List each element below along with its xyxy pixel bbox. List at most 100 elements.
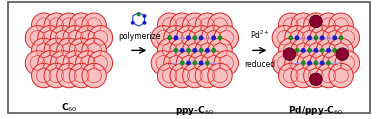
Circle shape bbox=[304, 38, 328, 63]
Circle shape bbox=[208, 63, 232, 88]
Circle shape bbox=[211, 35, 216, 40]
Circle shape bbox=[279, 63, 303, 88]
Circle shape bbox=[307, 61, 312, 65]
Circle shape bbox=[322, 51, 347, 75]
Circle shape bbox=[313, 35, 318, 40]
Circle shape bbox=[164, 51, 188, 75]
Circle shape bbox=[310, 73, 322, 86]
Circle shape bbox=[88, 51, 113, 75]
Circle shape bbox=[326, 48, 331, 53]
Circle shape bbox=[279, 38, 303, 63]
Circle shape bbox=[199, 48, 203, 53]
Circle shape bbox=[310, 15, 322, 28]
Circle shape bbox=[63, 51, 87, 75]
Circle shape bbox=[199, 61, 203, 65]
Circle shape bbox=[291, 38, 316, 63]
Circle shape bbox=[304, 63, 328, 88]
Circle shape bbox=[335, 51, 359, 75]
Text: Pd$^{2+}$: Pd$^{2+}$ bbox=[250, 28, 270, 41]
Circle shape bbox=[69, 63, 94, 88]
Circle shape bbox=[332, 35, 337, 40]
Circle shape bbox=[205, 61, 210, 65]
Circle shape bbox=[288, 35, 293, 40]
Circle shape bbox=[82, 63, 106, 88]
Circle shape bbox=[272, 26, 297, 50]
Circle shape bbox=[313, 48, 318, 53]
Circle shape bbox=[326, 61, 331, 65]
Circle shape bbox=[176, 26, 201, 50]
Circle shape bbox=[336, 48, 349, 60]
Circle shape bbox=[186, 61, 191, 65]
Circle shape bbox=[329, 38, 353, 63]
Circle shape bbox=[183, 13, 207, 37]
Circle shape bbox=[316, 63, 341, 88]
Circle shape bbox=[76, 26, 100, 50]
Circle shape bbox=[157, 38, 182, 63]
Circle shape bbox=[301, 61, 306, 65]
Circle shape bbox=[50, 26, 75, 50]
Circle shape bbox=[183, 63, 207, 88]
Circle shape bbox=[82, 13, 106, 37]
Circle shape bbox=[69, 38, 94, 63]
Circle shape bbox=[82, 38, 106, 63]
Circle shape bbox=[189, 51, 213, 75]
Circle shape bbox=[201, 51, 226, 75]
Circle shape bbox=[151, 26, 175, 50]
Circle shape bbox=[183, 38, 207, 63]
Circle shape bbox=[38, 26, 62, 50]
Circle shape bbox=[283, 48, 296, 60]
Circle shape bbox=[192, 35, 197, 40]
Circle shape bbox=[167, 35, 172, 40]
Circle shape bbox=[38, 51, 62, 75]
Circle shape bbox=[205, 48, 210, 53]
Circle shape bbox=[335, 26, 359, 50]
Circle shape bbox=[44, 38, 68, 63]
Circle shape bbox=[164, 26, 188, 50]
Circle shape bbox=[291, 63, 316, 88]
Circle shape bbox=[186, 48, 191, 53]
Circle shape bbox=[25, 26, 50, 50]
Circle shape bbox=[208, 13, 232, 37]
Circle shape bbox=[195, 38, 220, 63]
Circle shape bbox=[208, 38, 232, 63]
Circle shape bbox=[157, 13, 182, 37]
Text: C$_{60}$: C$_{60}$ bbox=[61, 102, 77, 114]
Circle shape bbox=[143, 21, 146, 25]
Circle shape bbox=[170, 63, 194, 88]
Circle shape bbox=[316, 13, 341, 37]
Circle shape bbox=[294, 35, 299, 40]
Text: reduced: reduced bbox=[244, 60, 275, 69]
Circle shape bbox=[137, 13, 141, 16]
Circle shape bbox=[294, 48, 299, 53]
Circle shape bbox=[310, 51, 335, 75]
Circle shape bbox=[57, 38, 81, 63]
Circle shape bbox=[214, 51, 239, 75]
Circle shape bbox=[195, 13, 220, 37]
Circle shape bbox=[201, 26, 226, 50]
Circle shape bbox=[199, 35, 203, 40]
Circle shape bbox=[31, 38, 56, 63]
Circle shape bbox=[143, 14, 146, 18]
Circle shape bbox=[307, 35, 312, 40]
Circle shape bbox=[320, 61, 325, 65]
Text: polymerize: polymerize bbox=[118, 32, 160, 41]
Circle shape bbox=[218, 35, 222, 40]
Circle shape bbox=[180, 48, 184, 53]
Circle shape bbox=[157, 63, 182, 88]
Circle shape bbox=[304, 13, 328, 37]
Circle shape bbox=[339, 35, 344, 40]
Circle shape bbox=[50, 51, 75, 75]
Circle shape bbox=[291, 13, 316, 37]
Circle shape bbox=[285, 26, 309, 50]
Circle shape bbox=[174, 48, 178, 53]
Circle shape bbox=[195, 63, 220, 88]
Circle shape bbox=[189, 26, 213, 50]
Circle shape bbox=[31, 63, 56, 88]
Circle shape bbox=[186, 35, 191, 40]
Circle shape bbox=[313, 61, 318, 65]
Circle shape bbox=[76, 51, 100, 75]
Circle shape bbox=[285, 51, 309, 75]
Circle shape bbox=[214, 26, 239, 50]
Circle shape bbox=[316, 38, 341, 63]
Circle shape bbox=[192, 48, 197, 53]
